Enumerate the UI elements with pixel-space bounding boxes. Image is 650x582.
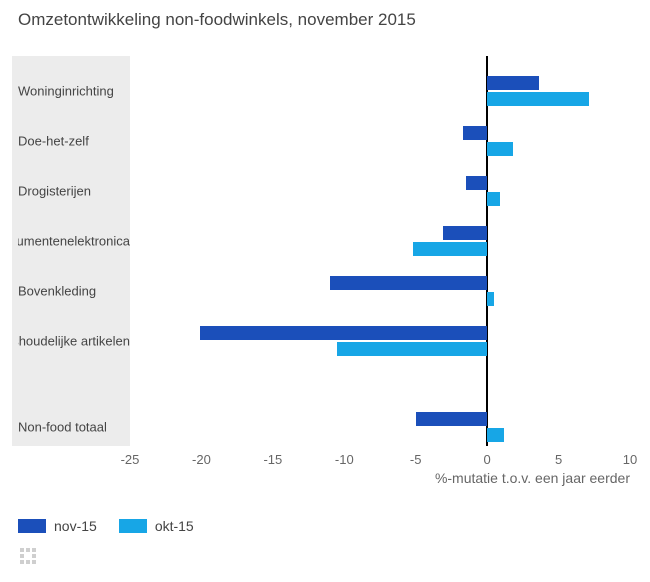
category-label: Huishoudelijke artikelen [18,334,130,349]
x-tick: -15 [263,452,282,467]
category-label: Non-food totaal [18,420,130,435]
bar [487,428,504,442]
x-tick: -10 [335,452,354,467]
legend-label-nov: nov-15 [54,518,97,534]
bar [443,226,487,240]
bar [466,176,487,190]
x-axis-label: %-mutatie t.o.v. een jaar eerder [435,470,630,486]
bar [487,76,538,90]
bar [330,276,487,290]
legend-swatch-okt [119,519,147,533]
category-label: Drogisterijen [18,184,130,199]
x-tick: 0 [484,452,491,467]
x-tick: 10 [623,452,637,467]
plot-area: %-mutatie t.o.v. een jaar eerder -25-20-… [130,56,630,446]
y-axis-background [12,56,130,446]
category-label: Woninginrichting [18,84,130,99]
x-tick: -25 [121,452,140,467]
logo-icon [18,546,38,568]
bar [487,192,500,206]
category-label: Bovenkleding [18,284,130,299]
bar [200,326,487,340]
legend-item-nov: nov-15 [18,518,97,534]
bar [487,142,513,156]
bar [413,242,487,256]
category-label: Consumentenelektronica [18,234,130,249]
x-tick: 5 [555,452,562,467]
category-label: Doe-het-zelf [18,134,130,149]
legend-label-okt: okt-15 [155,518,194,534]
legend: nov-15 okt-15 [18,518,194,534]
bar [463,126,487,140]
chart-page: Omzetontwikkeling non-foodwinkels, novem… [0,0,650,582]
chart-title: Omzetontwikkeling non-foodwinkels, novem… [18,10,416,30]
bar [487,92,588,106]
bar [337,342,487,356]
x-tick: -5 [410,452,422,467]
bar [416,412,487,426]
bar [487,292,494,306]
legend-item-okt: okt-15 [119,518,194,534]
legend-swatch-nov [18,519,46,533]
x-tick: -20 [192,452,211,467]
